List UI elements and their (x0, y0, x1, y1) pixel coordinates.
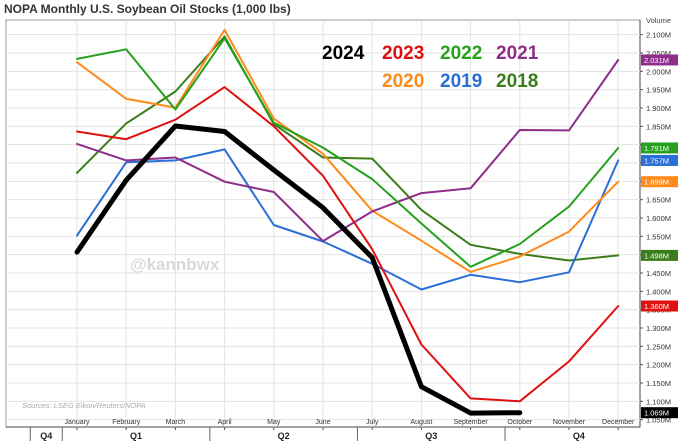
badge-label-2018: 1.498M (644, 251, 669, 260)
y-tick-label: 1.900M (646, 104, 671, 113)
quarter-labels: Q4 Q1 Q2 Q3 Q4 (29, 427, 585, 441)
series-line-2023 (76, 86, 620, 403)
x-tick-label-january: January (65, 419, 90, 426)
badge-label-2020: 1.699M (644, 178, 669, 187)
x-tick-label-october: October (507, 419, 533, 426)
badge-2020 (641, 176, 678, 188)
quarter-label-0: Q4 (40, 431, 52, 441)
source-note: Sources: LSEG Eikon/Reuters/NOPA (22, 401, 146, 410)
quarter-label-3: Q3 (425, 431, 437, 441)
y-tick-label: 1.450M (646, 269, 671, 278)
quarter-label-2: Q2 (278, 431, 290, 441)
y-tick-label: 1.200M (646, 361, 671, 370)
y-tick-label: 2.100M (646, 31, 671, 40)
legend-entry-2020: 2020 (382, 71, 424, 92)
series-line-2019 (76, 148, 620, 291)
y-tick-label: 1.650M (646, 196, 671, 205)
badge-2024 (641, 407, 678, 419)
legend: 2024 2023 2022 2021 2020 2019 2018 (322, 43, 539, 92)
y-tick-label: 1.400M (646, 287, 671, 296)
y-tick-label: 2.000M (646, 67, 671, 76)
series-line-2024 (74, 123, 523, 416)
watermark: @kannbwx (130, 255, 220, 274)
legend-entry-2022: 2022 (440, 43, 482, 64)
y-tick-label: 1.150M (646, 379, 671, 388)
legend-entry-2019: 2019 (440, 71, 482, 92)
y-tick-label: 1.100M (646, 397, 671, 406)
series-line-2020 (76, 28, 620, 273)
y-tick-label: 1.850M (646, 122, 671, 131)
badge-label-2022: 1.791M (644, 144, 669, 153)
series-lines (74, 28, 620, 416)
x-tick-label-august: August (411, 419, 433, 426)
x-tick-label-april: April (218, 419, 232, 426)
y-tick-label: 1.050M (646, 416, 671, 425)
legend-entry-2024: 2024 (322, 43, 365, 64)
series-line-2022 (76, 37, 620, 268)
badge-label-2019: 1.757M (644, 156, 669, 165)
quarter-label-4: Q4 (573, 431, 585, 441)
x-tick-label-june: June (315, 419, 330, 426)
series-line-2021 (76, 59, 620, 243)
horizontal-gridlines (6, 34, 640, 421)
y-tick-label: 1.250M (646, 342, 671, 351)
y-axis-label: Volume (646, 16, 671, 25)
y-tick-label: 1.950M (646, 86, 671, 95)
badge-label-2023: 1.360M (644, 302, 669, 311)
y-tick-label: 1.600M (646, 214, 671, 223)
x-tick-label-july: July (366, 419, 379, 426)
badge-2019 (641, 154, 678, 166)
x-tick-label-december: December (602, 419, 635, 426)
badge-2022 (641, 142, 678, 154)
chart-title: NOPA Monthly U.S. Soybean Oil Stocks (1,… (4, 2, 291, 16)
x-tick-label-november: November (553, 419, 586, 426)
vertical-gridlines (76, 20, 619, 427)
x-tick-label-february: February (112, 419, 141, 426)
y-tick-label: 1.550M (646, 232, 671, 241)
y-tick-label: 1.300M (646, 324, 671, 333)
badge-2023 (641, 300, 678, 312)
legend-entry-2018: 2018 (496, 71, 538, 92)
x-tick-label-may: May (267, 419, 281, 426)
y-tick-label: 2.050M (646, 49, 671, 58)
quarter-label-1: Q1 (130, 431, 142, 441)
badge-2018 (641, 249, 678, 261)
badge-label-2024: 1.069M (644, 409, 669, 418)
legend-entry-2023: 2023 (382, 43, 424, 64)
x-axis-ticks: January February March April May June July Augu… (65, 419, 635, 430)
x-tick-label-september: September (453, 419, 488, 426)
series-line-2018 (76, 35, 620, 262)
x-tick-label-march: March (166, 419, 186, 426)
last-value-badges: 1.498M 1.757M 1.699M 2.031M 1.791M 1.360M 1.06… (641, 54, 678, 419)
legend-entry-2021: 2021 (496, 43, 539, 64)
badge-2021 (641, 54, 678, 66)
badge-label-2021: 2.031M (644, 56, 669, 65)
